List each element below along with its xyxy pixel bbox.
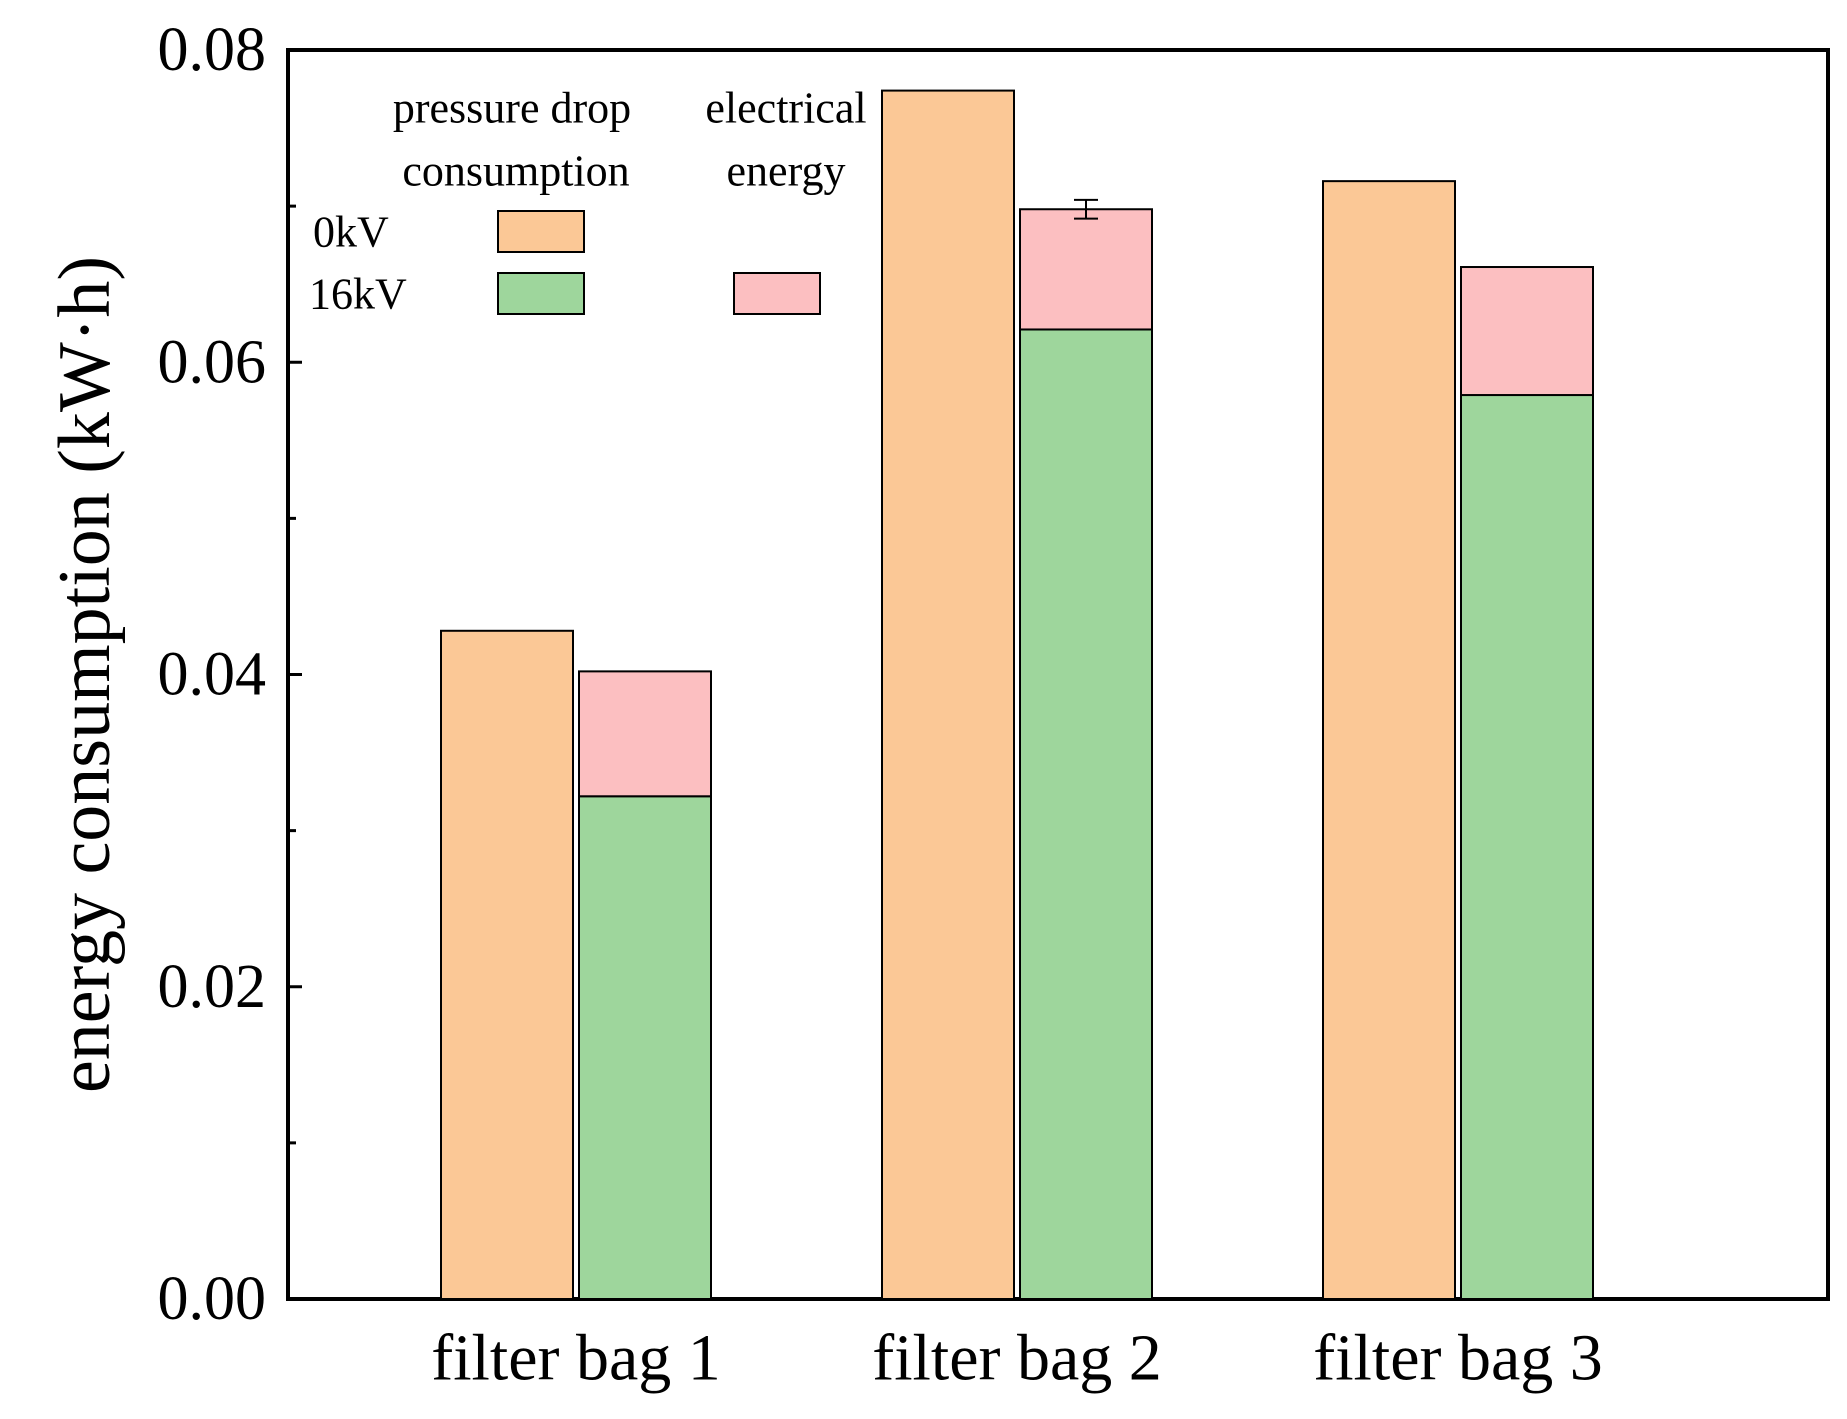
bars-layer bbox=[440, 89, 1594, 1301]
legend-header-pressure-line1: pressure drop bbox=[393, 84, 631, 133]
bar-filter-bag-1-0kv-pressure bbox=[440, 629, 574, 1300]
x-tick-label: filter bag 1 bbox=[431, 1322, 721, 1395]
x-axis-labels: filter bag 1 filter bag 2 filter bag 3 bbox=[431, 1322, 1603, 1395]
error-bars-layer bbox=[1074, 198, 1098, 220]
y-tick-label: 0.00 bbox=[158, 1265, 267, 1333]
bar-filter-bag-3-0kv-pressure bbox=[1322, 180, 1456, 1300]
legend-row-0kv: 0kV bbox=[313, 208, 389, 257]
x-tick-label: filter bag 3 bbox=[1313, 1322, 1603, 1395]
x-tick-label: filter bag 2 bbox=[872, 1322, 1162, 1395]
y-axis-ticks: 0.00 0.02 0.04 0.06 0.08 bbox=[158, 16, 302, 1333]
y-tick-label: 0.04 bbox=[158, 641, 267, 709]
bar-filter-bag-3-16kv-pressure bbox=[1460, 394, 1594, 1300]
y-axis-label: energy consumption (kW·h) bbox=[44, 256, 126, 1093]
legend-row-16kv: 16kV bbox=[309, 270, 407, 319]
legend-header-electrical-line2: energy bbox=[727, 147, 846, 196]
legend-header-electrical-line1: electrical bbox=[705, 84, 866, 133]
legend-swatch-16kv-pressure bbox=[497, 272, 585, 315]
y-tick-label: 0.08 bbox=[158, 16, 267, 84]
legend-swatch-0kv-pressure bbox=[497, 210, 585, 253]
legend-header-pressure-line2: consumption bbox=[402, 147, 629, 196]
bar-filter-bag-1-16kv-pressure bbox=[578, 795, 712, 1301]
bar-filter-bag-3-16kv-electrical bbox=[1460, 266, 1594, 397]
bar-filter-bag-2-16kv-pressure bbox=[1019, 328, 1153, 1300]
bar-filter-bag-2-0kv-pressure bbox=[881, 89, 1015, 1300]
bar-filter-bag-1-16kv-electrical bbox=[578, 670, 712, 798]
y-tick-label: 0.02 bbox=[158, 953, 267, 1021]
bar-filter-bag-2-16kv-electrical bbox=[1019, 208, 1153, 331]
legend-swatch-16kv-electrical bbox=[733, 272, 821, 315]
legend: pressure drop consumption electrical ene… bbox=[309, 84, 867, 319]
y-tick-label: 0.06 bbox=[158, 328, 267, 396]
